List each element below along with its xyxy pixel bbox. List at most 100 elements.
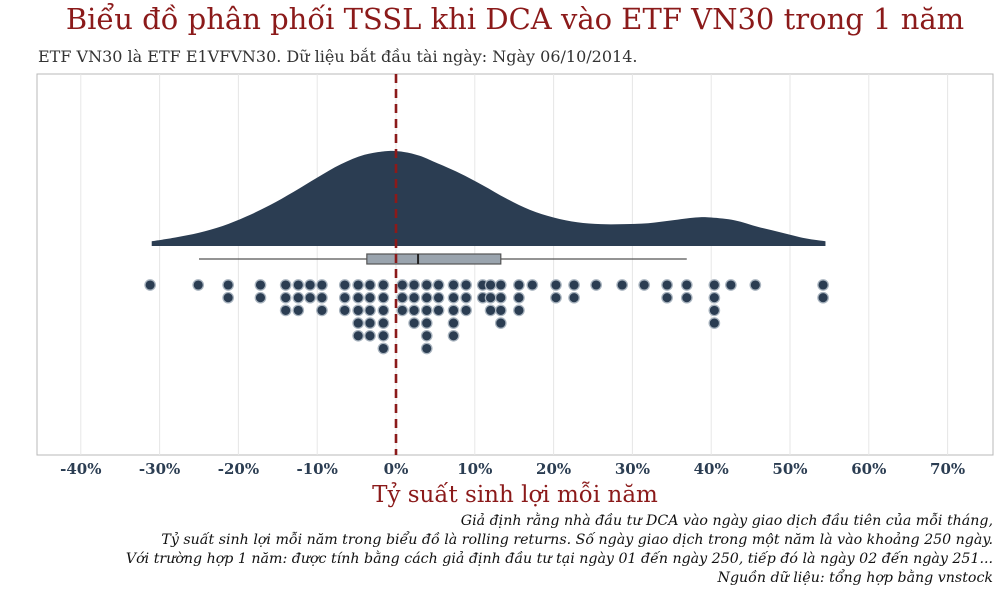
data-dot bbox=[396, 291, 409, 304]
data-dot bbox=[550, 291, 562, 304]
data-dot bbox=[447, 304, 460, 317]
data-dot bbox=[484, 304, 497, 317]
x-tick-label: -30% bbox=[139, 460, 180, 478]
data-dot bbox=[316, 304, 328, 317]
data-dot bbox=[460, 304, 472, 317]
data-dot bbox=[377, 329, 390, 342]
density-layer bbox=[151, 150, 826, 246]
data-dot bbox=[680, 291, 693, 304]
data-dot bbox=[144, 279, 156, 291]
data-dot bbox=[338, 304, 351, 317]
data-dot bbox=[526, 279, 539, 291]
data-dot bbox=[725, 279, 737, 291]
x-tick-label: -20% bbox=[218, 460, 259, 478]
data-dot bbox=[708, 279, 721, 291]
x-tick-label: 70% bbox=[930, 460, 965, 478]
data-dot bbox=[484, 279, 497, 291]
x-tick-label: 60% bbox=[851, 460, 886, 478]
chart-title: Biểu đồ phân phối TSSL khi DCA vào ETF V… bbox=[65, 2, 965, 36]
data-dot bbox=[420, 317, 433, 329]
data-dot bbox=[432, 291, 445, 304]
data-dot bbox=[279, 291, 292, 304]
data-dot bbox=[364, 304, 376, 317]
x-axis-label: Tỷ suất sinh lợi mỗi năm bbox=[372, 482, 658, 508]
data-dot bbox=[396, 304, 409, 317]
note-line: Tỷ suất sinh lợi mỗi năm trong biểu đồ l… bbox=[161, 532, 993, 548]
data-dot bbox=[661, 279, 673, 291]
note-line: Với trường hợp 1 năm: được tính bằng các… bbox=[125, 551, 993, 567]
data-dot bbox=[817, 291, 829, 304]
data-dot bbox=[304, 291, 316, 304]
data-dot bbox=[420, 329, 433, 342]
data-dot bbox=[377, 342, 390, 355]
x-tick-label: 20% bbox=[536, 460, 571, 478]
x-tick-label: -10% bbox=[297, 460, 338, 478]
data-dot bbox=[494, 279, 507, 291]
note-line: Nguồn dữ liệu: tổng hợp bằng vnstock bbox=[717, 570, 993, 586]
boxplot bbox=[199, 253, 687, 265]
data-dot bbox=[513, 279, 525, 291]
data-dot bbox=[338, 279, 351, 291]
data-dot bbox=[568, 279, 580, 291]
data-dot bbox=[484, 291, 497, 304]
data-dot bbox=[590, 279, 603, 291]
density-curve bbox=[151, 150, 826, 246]
x-tick-label: -40% bbox=[60, 460, 101, 478]
data-dot bbox=[222, 291, 235, 304]
data-dot bbox=[432, 279, 445, 291]
dot-layer bbox=[144, 279, 829, 355]
data-dot bbox=[420, 291, 433, 304]
box-iqr bbox=[366, 253, 502, 265]
x-tick-label: 30% bbox=[615, 460, 650, 478]
x-tick-labels: -40% -30% -20% -10% 0% 10% 20% 30% 40% 50% 60% 70% bbox=[60, 460, 965, 478]
data-dot bbox=[377, 304, 390, 317]
data-dot bbox=[222, 279, 235, 291]
data-dot bbox=[420, 304, 433, 317]
plot-frame bbox=[36, 73, 994, 456]
data-dot bbox=[447, 317, 460, 329]
data-dot bbox=[364, 291, 376, 304]
data-dot bbox=[638, 279, 651, 291]
data-dot bbox=[460, 279, 472, 291]
data-dot bbox=[408, 304, 420, 317]
data-dot bbox=[396, 279, 409, 291]
data-dot bbox=[550, 279, 562, 291]
data-dot bbox=[352, 279, 365, 291]
data-dot bbox=[708, 291, 721, 304]
data-dot bbox=[494, 317, 507, 329]
data-dot bbox=[447, 291, 460, 304]
data-dot bbox=[708, 304, 721, 317]
data-dot bbox=[494, 304, 507, 317]
data-dot bbox=[460, 291, 472, 304]
x-tick-label: 40% bbox=[694, 460, 729, 478]
data-dot bbox=[352, 291, 365, 304]
data-dot bbox=[749, 279, 762, 291]
data-dot bbox=[352, 304, 365, 317]
data-dot bbox=[377, 317, 390, 329]
data-dot bbox=[352, 329, 365, 342]
data-dot bbox=[432, 304, 445, 317]
data-dot bbox=[447, 279, 460, 291]
chart-subtitle: ETF VN30 là ETF E1VFVN30. Dữ liệu bắt đầ… bbox=[38, 47, 638, 66]
data-dot bbox=[292, 279, 305, 291]
data-dot bbox=[377, 279, 390, 291]
data-dot bbox=[254, 291, 267, 304]
data-dot bbox=[447, 329, 460, 342]
data-dot bbox=[568, 291, 580, 304]
data-dot bbox=[420, 342, 433, 355]
note-line: Giả định rằng nhà đầu tư DCA vào ngày gi… bbox=[460, 513, 993, 529]
data-dot bbox=[279, 304, 292, 317]
data-dot bbox=[408, 279, 420, 291]
data-dot bbox=[377, 291, 390, 304]
data-dot bbox=[708, 317, 721, 329]
data-dot bbox=[279, 279, 292, 291]
data-dot bbox=[408, 291, 420, 304]
data-dot bbox=[316, 291, 328, 304]
data-dot bbox=[364, 279, 376, 291]
data-dot bbox=[254, 279, 267, 291]
data-dot bbox=[352, 317, 365, 329]
data-dot bbox=[364, 317, 376, 329]
data-dot bbox=[661, 291, 673, 304]
x-tick-label: 0% bbox=[384, 460, 409, 478]
